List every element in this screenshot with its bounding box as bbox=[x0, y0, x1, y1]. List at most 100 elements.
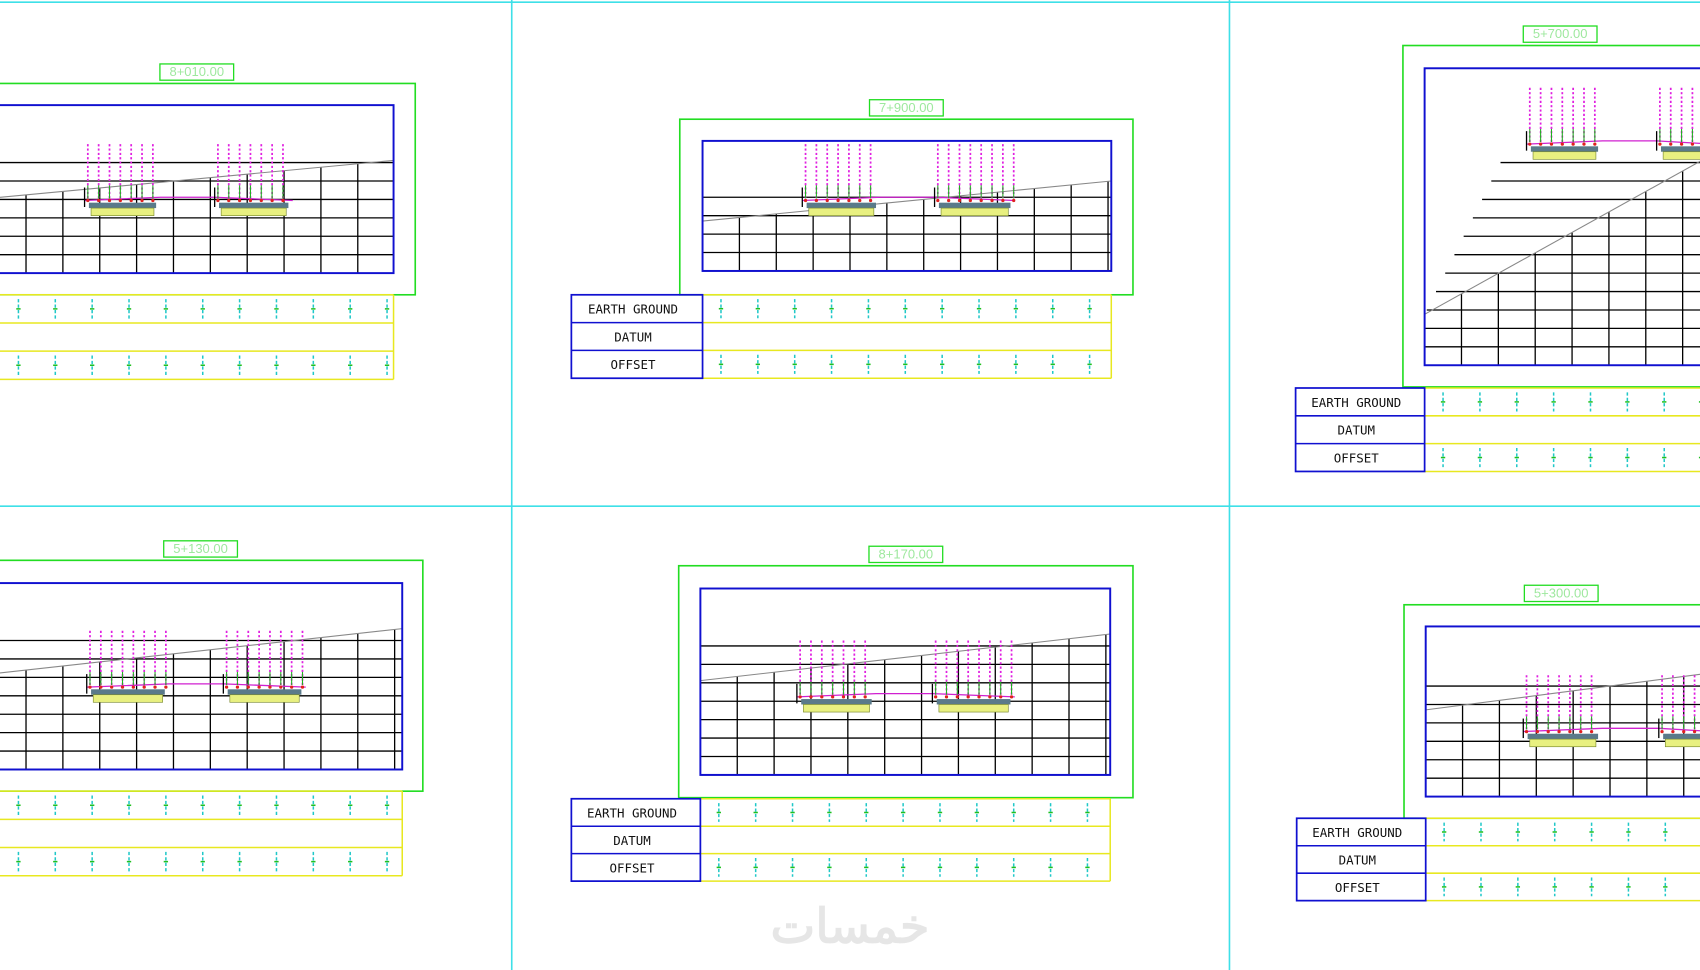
pavement bbox=[1663, 733, 1700, 740]
cross-section: 5+130.00 bbox=[0, 540, 424, 877]
point-marker bbox=[97, 198, 101, 203]
point-marker bbox=[814, 198, 819, 203]
section-box bbox=[1423, 67, 1700, 367]
pavement bbox=[938, 202, 1011, 209]
row-label: OFFSET bbox=[1334, 450, 1379, 465]
cross-section: 8+010.00 bbox=[0, 63, 417, 381]
design-line bbox=[1526, 140, 1700, 145]
section-box bbox=[0, 582, 404, 771]
subbase bbox=[90, 207, 155, 217]
subbase bbox=[1664, 738, 1700, 748]
point-marker bbox=[268, 685, 272, 689]
subbase bbox=[229, 694, 300, 703]
point-marker bbox=[852, 695, 856, 699]
station-box bbox=[868, 545, 944, 564]
point-marker bbox=[798, 695, 802, 699]
point-marker bbox=[224, 685, 229, 689]
point-marker bbox=[164, 685, 168, 689]
point-marker bbox=[936, 198, 940, 203]
design-line bbox=[796, 692, 1015, 698]
point-marker bbox=[1001, 198, 1005, 203]
point-marker bbox=[1546, 729, 1550, 734]
point-marker bbox=[1682, 729, 1686, 734]
point-marker bbox=[1669, 142, 1673, 146]
point-marker bbox=[153, 685, 157, 689]
point-marker bbox=[847, 198, 851, 203]
subbase bbox=[1529, 738, 1597, 748]
point-marker bbox=[1593, 142, 1597, 146]
point-marker bbox=[990, 198, 994, 203]
point-marker bbox=[868, 198, 873, 203]
pavement bbox=[1530, 146, 1599, 152]
point-marker bbox=[1589, 729, 1594, 734]
section-box bbox=[701, 139, 1113, 272]
point-marker bbox=[140, 198, 144, 203]
point-marker bbox=[803, 198, 808, 203]
point-marker bbox=[841, 695, 846, 699]
subbase bbox=[92, 694, 163, 703]
point-marker bbox=[1528, 142, 1532, 146]
subbase bbox=[808, 207, 875, 217]
point-marker bbox=[809, 695, 813, 699]
row-label: EARTH GROUND bbox=[1311, 395, 1401, 410]
point-marker bbox=[1582, 142, 1586, 146]
point-marker bbox=[1560, 142, 1564, 146]
pavement bbox=[936, 699, 1011, 705]
data-table bbox=[702, 294, 1113, 380]
station-label: 7+900.00 bbox=[879, 100, 934, 115]
point-marker bbox=[131, 685, 135, 689]
design-line bbox=[1523, 727, 1700, 733]
label-box bbox=[570, 797, 702, 882]
station-label: 8+170.00 bbox=[879, 546, 934, 561]
point-marker bbox=[259, 198, 263, 203]
ground-line bbox=[1425, 673, 1700, 711]
point-marker bbox=[1660, 729, 1664, 734]
point-marker bbox=[142, 685, 146, 689]
row-label: OFFSET bbox=[1335, 880, 1380, 895]
data-table bbox=[0, 790, 403, 877]
point-marker bbox=[977, 695, 981, 699]
point-marker bbox=[955, 695, 959, 699]
point-marker bbox=[1535, 729, 1539, 734]
point-marker bbox=[957, 198, 962, 203]
pavement bbox=[806, 202, 877, 209]
point-marker bbox=[979, 198, 983, 203]
pavement bbox=[88, 202, 157, 209]
point-marker bbox=[110, 685, 114, 689]
point-marker bbox=[1009, 695, 1014, 699]
data-table bbox=[1424, 387, 1700, 473]
point-marker bbox=[1571, 142, 1575, 146]
point-marker bbox=[270, 198, 274, 203]
point-marker bbox=[107, 198, 112, 203]
point-marker bbox=[947, 198, 951, 203]
station-label: 5+130.00 bbox=[173, 541, 228, 556]
point-marker bbox=[1679, 142, 1684, 146]
subbase bbox=[1662, 151, 1700, 160]
point-marker bbox=[99, 685, 103, 689]
pavement bbox=[1527, 733, 1599, 740]
point-marker bbox=[86, 198, 90, 203]
earth-grid bbox=[1424, 161, 1700, 366]
row-label: EARTH GROUND bbox=[587, 805, 677, 820]
subbase bbox=[803, 704, 870, 713]
point-marker bbox=[281, 198, 285, 203]
pavement bbox=[219, 202, 289, 209]
frame bbox=[677, 564, 1134, 799]
point-marker bbox=[820, 695, 824, 699]
point-marker bbox=[216, 198, 220, 203]
point-marker bbox=[129, 198, 133, 203]
frame bbox=[1402, 44, 1700, 388]
row-label: OFFSET bbox=[609, 860, 654, 875]
point-marker bbox=[248, 198, 253, 203]
point-marker bbox=[944, 695, 949, 699]
station-box bbox=[163, 540, 239, 558]
ground-line bbox=[700, 633, 1111, 682]
point-marker bbox=[1671, 729, 1675, 734]
pavement bbox=[91, 689, 165, 695]
row-label: EARTH GROUND bbox=[1312, 825, 1402, 840]
station-label: 5+700.00 bbox=[1533, 26, 1588, 41]
ground-line bbox=[0, 159, 394, 198]
